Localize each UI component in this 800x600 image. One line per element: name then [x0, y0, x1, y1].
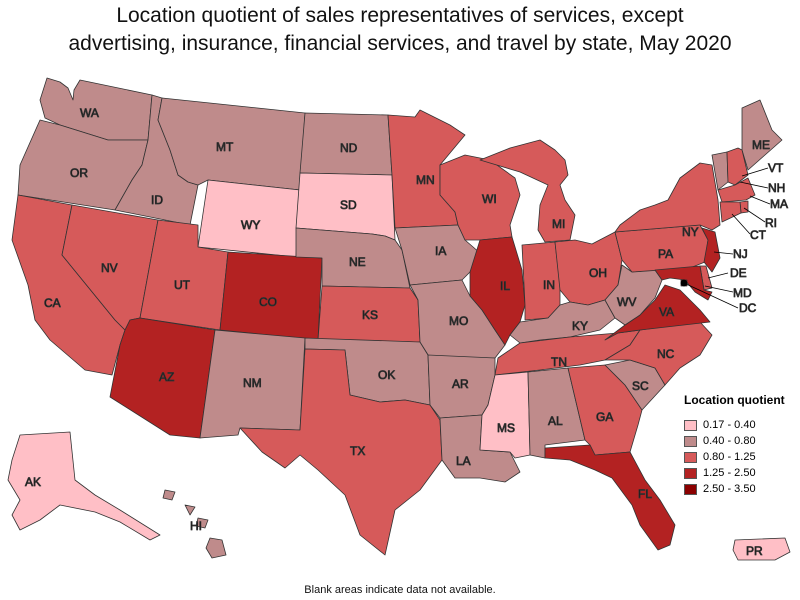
- label-ne: NE: [349, 255, 366, 269]
- label-ia: IA: [435, 244, 446, 258]
- dc-marker: [680, 279, 688, 287]
- state-il[interactable]: [469, 236, 526, 346]
- label-mn: MN: [416, 173, 435, 187]
- label-mo: MO: [449, 314, 468, 328]
- label-oh: OH: [589, 266, 607, 280]
- legend-label: 1.25 - 2.50: [703, 467, 756, 479]
- label-ri: RI: [765, 216, 777, 230]
- label-mi: MI: [552, 217, 565, 231]
- label-ut: UT: [174, 278, 191, 292]
- label-tx: TX: [350, 444, 365, 458]
- label-hi: HI: [190, 519, 202, 533]
- label-al: AL: [548, 414, 563, 428]
- label-id: ID: [151, 193, 163, 207]
- label-wa: WA: [80, 106, 99, 120]
- label-pr: PR: [746, 544, 763, 558]
- legend-swatch: [684, 419, 697, 431]
- label-nv: NV: [101, 261, 118, 275]
- legend-item: 1.25 - 2.50: [684, 465, 796, 481]
- label-ga: GA: [596, 410, 613, 424]
- label-vt: VT: [768, 161, 784, 175]
- state-ny[interactable]: [614, 162, 721, 233]
- legend-swatch: [684, 467, 697, 479]
- state-nc[interactable]: [604, 321, 713, 386]
- state-hi[interactable]: [162, 489, 227, 559]
- state-nj[interactable]: [701, 227, 721, 273]
- label-pa: PA: [658, 247, 673, 261]
- label-nc: NC: [657, 347, 675, 361]
- legend-swatch: [684, 435, 697, 447]
- legend-item: 0.40 - 0.80: [684, 433, 796, 449]
- legend-label: 0.80 - 1.25: [703, 451, 756, 463]
- legend: Location quotient 0.17 - 0.40 0.40 - 0.8…: [684, 393, 796, 497]
- label-ny: NY: [682, 225, 699, 239]
- label-ma: MA: [770, 197, 788, 211]
- label-la: LA: [456, 454, 471, 468]
- state-me[interactable]: [741, 99, 783, 171]
- label-ak: AK: [25, 475, 41, 489]
- label-ct: CT: [750, 228, 767, 242]
- label-nm: NM: [243, 376, 262, 390]
- label-il: IL: [500, 279, 510, 293]
- label-wy: WY: [241, 218, 260, 232]
- label-tn: TN: [551, 355, 567, 369]
- legend-label: 2.50 - 3.50: [703, 483, 756, 495]
- legend-label: 0.17 - 0.40: [703, 419, 756, 431]
- legend-label: 0.40 - 0.80: [703, 435, 756, 447]
- label-wi: WI: [482, 192, 497, 206]
- label-de: DE: [730, 266, 747, 280]
- label-ms: MS: [497, 421, 515, 435]
- territory-pr[interactable]: [732, 537, 791, 561]
- label-mt: MT: [216, 140, 234, 154]
- state-mi[interactable]: [479, 139, 576, 243]
- label-fl: FL: [638, 487, 652, 501]
- label-nj: NJ: [733, 247, 748, 261]
- label-sc: SC: [632, 379, 649, 393]
- label-az: AZ: [159, 370, 174, 384]
- map-title-line-2: advertising, insurance, financial servic…: [68, 32, 732, 55]
- label-md: MD: [733, 286, 752, 300]
- label-ok: OK: [378, 368, 395, 382]
- label-in: IN: [543, 278, 555, 292]
- label-nd: ND: [340, 141, 358, 155]
- label-co: CO: [259, 295, 277, 309]
- map-title: Location quotient of sales representativ…: [0, 2, 800, 58]
- legend-item: 2.50 - 3.50: [684, 481, 796, 497]
- label-dc: DC: [739, 301, 757, 315]
- legend-item: 0.80 - 1.25: [684, 449, 796, 465]
- label-ky: KY: [572, 319, 588, 333]
- label-nh: NH: [768, 181, 785, 195]
- state-pa[interactable]: [614, 224, 709, 273]
- state-ak[interactable]: [7, 431, 161, 541]
- label-me: ME: [752, 138, 770, 152]
- state-fl[interactable]: [544, 444, 676, 551]
- legend-item: 0.17 - 0.40: [684, 417, 796, 433]
- map-title-line-1: Location quotient of sales representativ…: [116, 4, 684, 27]
- leader-lines: [683, 167, 771, 309]
- footnote: Blank areas indicate data not available.: [304, 584, 496, 596]
- legend-title: Location quotient: [684, 393, 785, 407]
- legend-swatch: [684, 451, 697, 463]
- label-va: VA: [659, 305, 674, 319]
- label-or: OR: [70, 166, 88, 180]
- label-ca: CA: [44, 296, 61, 310]
- state-ct[interactable]: [719, 201, 742, 223]
- label-ks: KS: [362, 308, 378, 322]
- label-wv: WV: [617, 295, 636, 309]
- label-sd: SD: [340, 198, 357, 212]
- label-ar: AR: [452, 377, 469, 391]
- state-tx[interactable]: [239, 348, 443, 556]
- legend-swatch: [684, 483, 697, 495]
- state-md[interactable]: [654, 265, 713, 301]
